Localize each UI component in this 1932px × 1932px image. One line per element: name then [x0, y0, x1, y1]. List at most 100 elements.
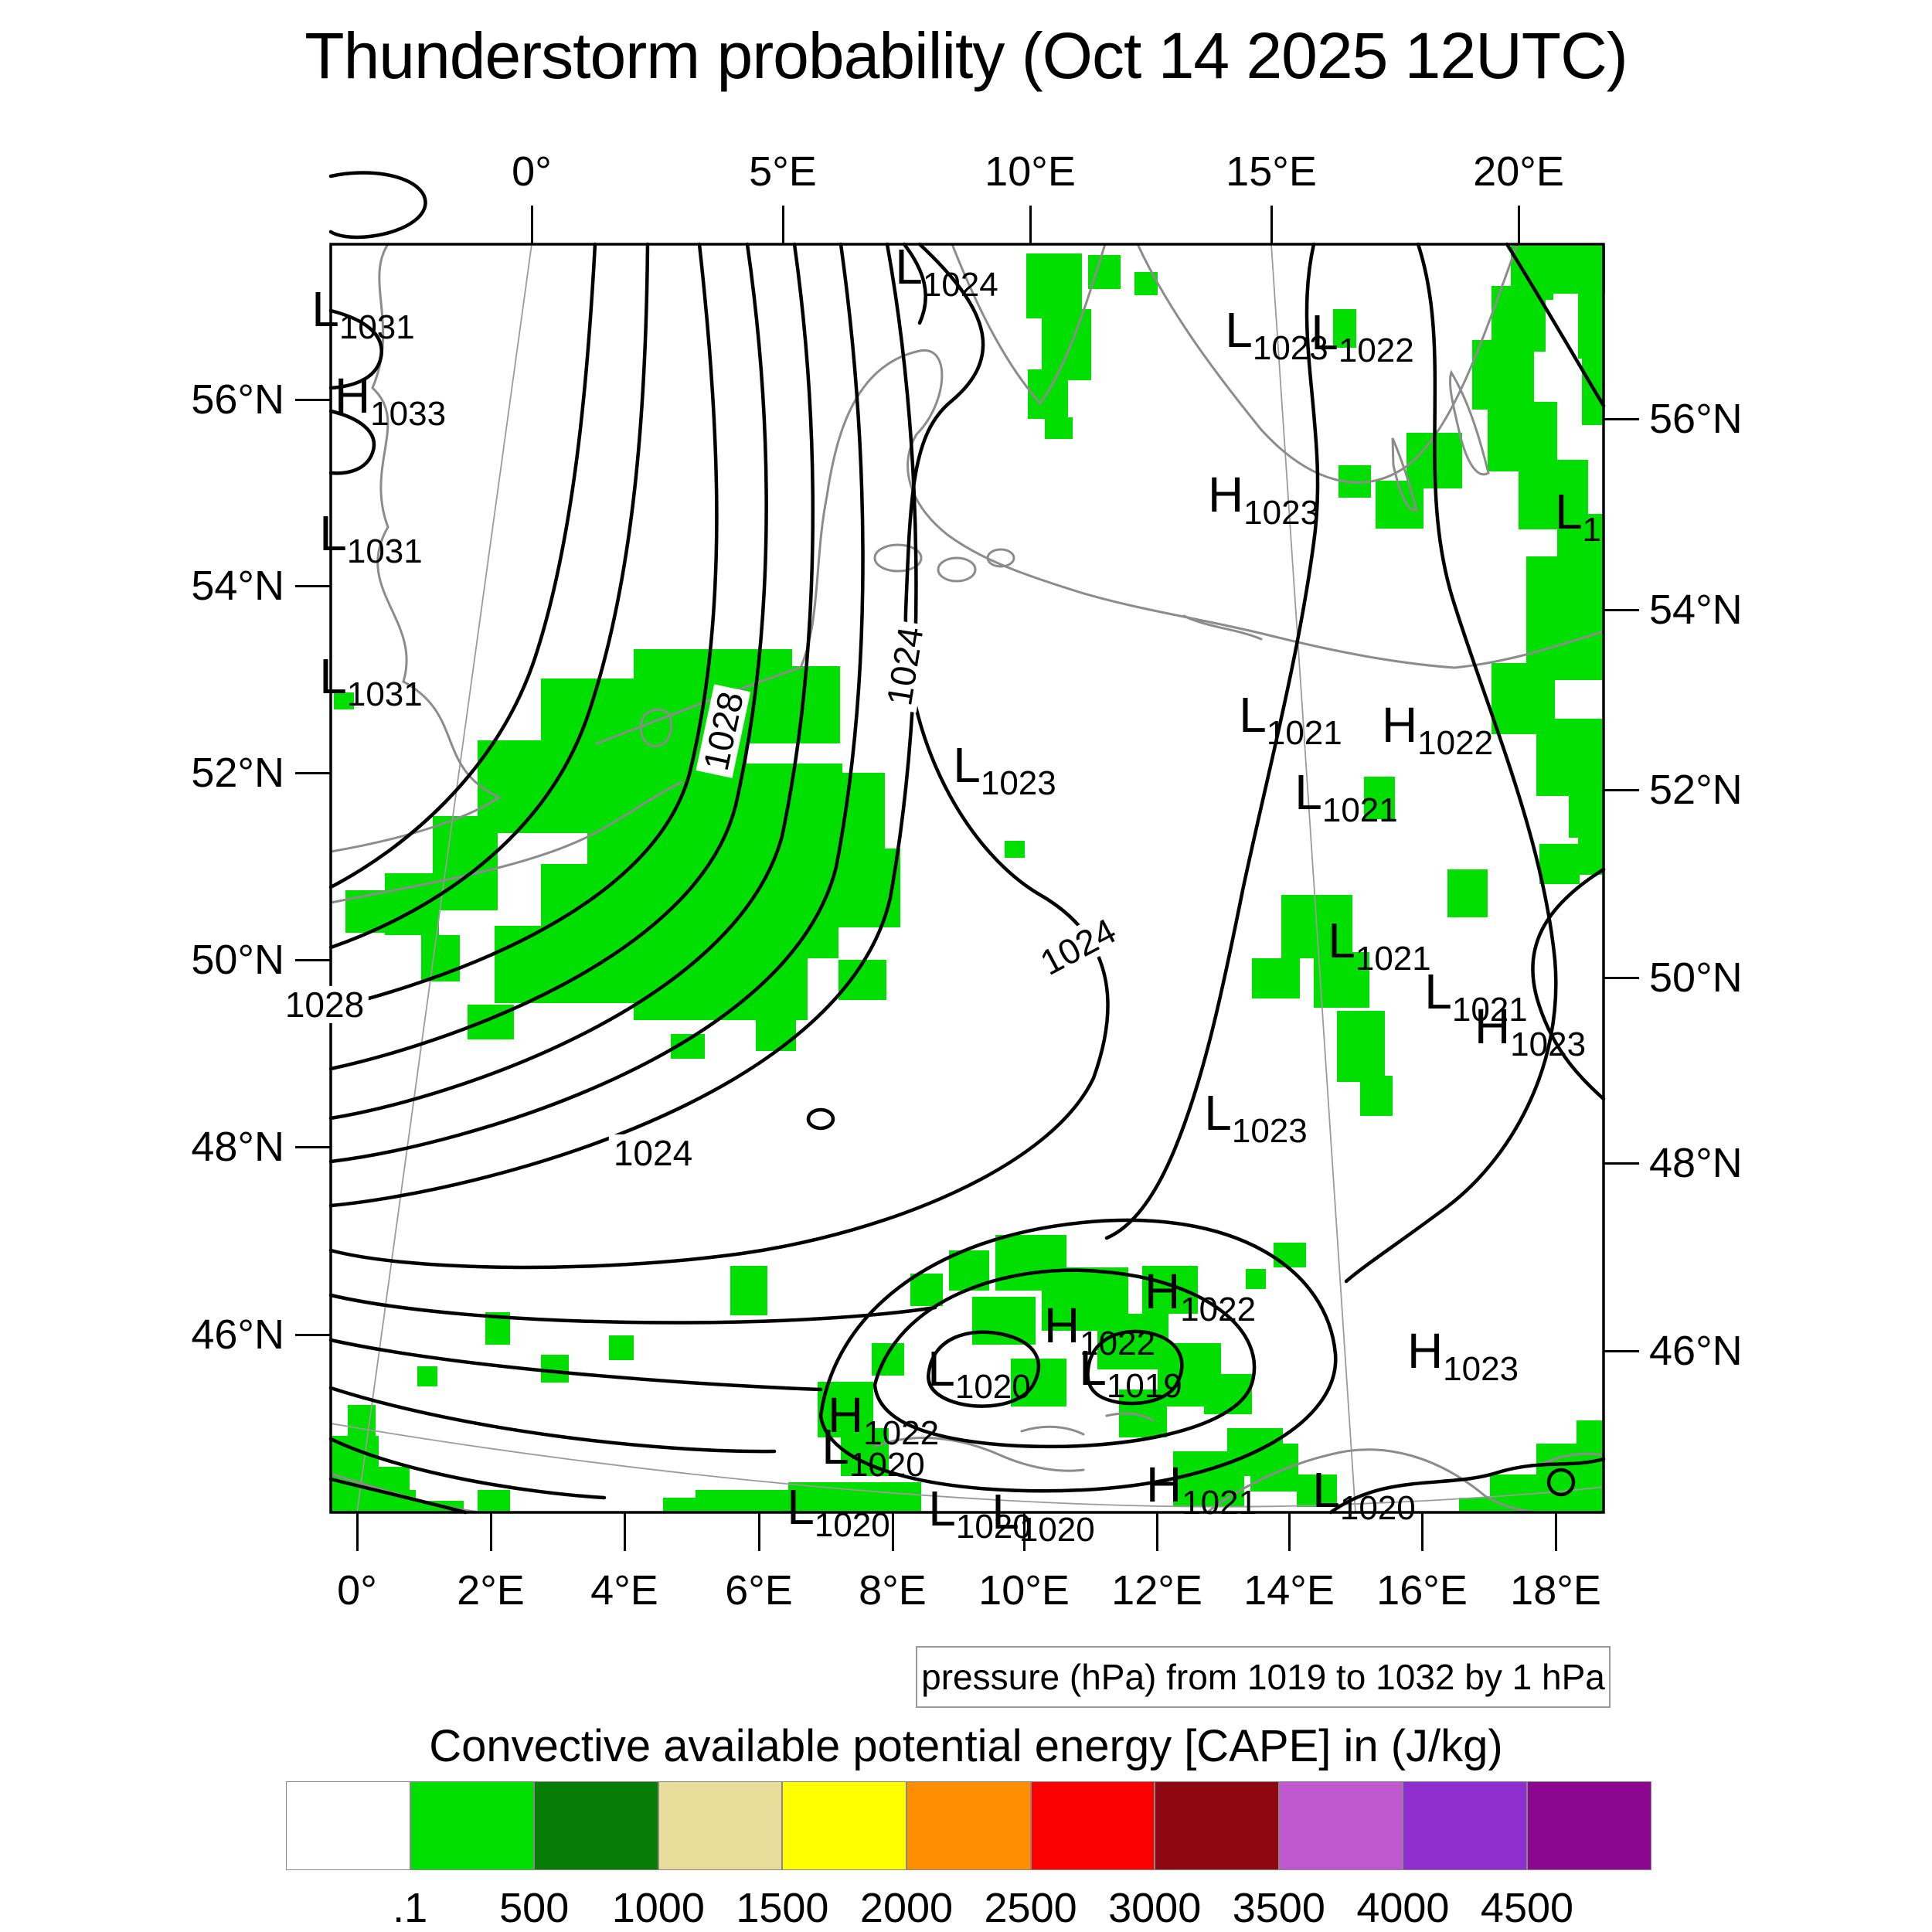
pressure-center-value: 1023 [1231, 1112, 1308, 1150]
colorbar-cell [782, 1781, 906, 1870]
pressure-center-label: L1021 [1239, 687, 1342, 750]
cape-patch [838, 960, 886, 1000]
pressure-center-letter: L [1204, 1085, 1232, 1141]
pressure-center-letter: H [1144, 1264, 1181, 1319]
pressure-center-value: 1020 [849, 1446, 925, 1484]
cape-patch [1005, 841, 1025, 858]
bottom-axis-tick [1555, 1512, 1557, 1551]
left-axis-tick [295, 959, 331, 961]
page-title: Thunderstorm probability (Oct 14 2025 12… [304, 19, 1628, 92]
cape-patch [1097, 1314, 1168, 1369]
top-axis-label: 15°E [1226, 148, 1317, 195]
cape-patch [696, 1490, 790, 1512]
pressure-center-value: 1019 [1106, 1367, 1182, 1405]
cape-patch [1274, 1243, 1306, 1267]
right-axis-tick [1604, 789, 1639, 791]
top-axis-label: 20°E [1473, 148, 1564, 195]
contour-value-label: 1024 [608, 1134, 698, 1172]
pressure-center-label: L1031 [311, 284, 414, 345]
pressure-center-label: L1020 [927, 1341, 1030, 1404]
colorbar-tick-label: 500 [499, 1885, 570, 1931]
pressure-center-letter: H [827, 1387, 864, 1443]
left-axis-label: 50°N [191, 937, 284, 983]
pressure-center-letter: L [1239, 687, 1267, 743]
colorbar-tick-label: 1500 [736, 1885, 829, 1931]
bottom-axis-tick [1156, 1512, 1158, 1551]
cape-patch [541, 1355, 569, 1383]
colorbar-tick-label: 1000 [611, 1885, 705, 1931]
cape-shading-layer [331, 246, 1605, 1512]
pressure-center-letter: L [319, 505, 347, 561]
cape-patch [730, 1266, 767, 1315]
pressure-center-value: 1021 [1182, 1484, 1258, 1522]
left-axis-tick [295, 1146, 331, 1148]
colorbar-cell [906, 1781, 1031, 1870]
cape-patch [331, 1490, 416, 1512]
colorbar-cell [1155, 1781, 1279, 1870]
top-axis-tick [531, 206, 533, 244]
pressure-center-letter: L [927, 1341, 955, 1396]
pressure-center-label: H1033 [334, 368, 446, 431]
bottom-axis-label: 18°E [1510, 1567, 1601, 1614]
bottom-axis-tick [490, 1512, 492, 1551]
pressure-center-value: 1022 [1080, 1325, 1156, 1362]
colorbar-title: Convective available potential energy [C… [429, 1721, 1503, 1771]
pressure-center-letter: H [1406, 1323, 1444, 1379]
pressure-center-value: 1031 [338, 308, 415, 346]
pressure-center-letter: L [895, 239, 923, 294]
cape-patch [788, 1482, 921, 1512]
colorbar-tick-label: .1 [393, 1885, 428, 1931]
left-axis-label: 56°N [191, 376, 284, 423]
pressure-center-letter: L [821, 1419, 849, 1475]
top-axis-tick [782, 206, 784, 244]
cape-patch [1360, 1076, 1393, 1116]
pressure-center-label: H1022 [827, 1387, 939, 1451]
colorbar-cell [534, 1781, 658, 1870]
bottom-axis-label: 8°E [859, 1567, 927, 1614]
pressure-center-letter: H [1381, 697, 1418, 753]
pressure-center-letter: L [787, 1479, 815, 1535]
bottom-axis-label: 4°E [590, 1567, 658, 1614]
pressure-center-value: 1021 [1355, 940, 1431, 978]
cape-patch [1314, 952, 1369, 1008]
pressure-center-label: H1023 [1406, 1323, 1519, 1386]
pressure-center-letter: L [1328, 913, 1355, 968]
right-axis-tick [1604, 1162, 1639, 1165]
cape-patch [417, 1366, 437, 1386]
cape-patch [1539, 844, 1580, 884]
cape-patch [1252, 958, 1300, 998]
pressure-center-letter: H [334, 368, 371, 423]
cape-patch [1578, 821, 1604, 875]
pressure-center-value: 1022 [1338, 332, 1414, 369]
cape-patch [1546, 246, 1605, 294]
bottom-axis-label: 14°E [1243, 1567, 1335, 1614]
colorbar-tick-label: 4500 [1480, 1885, 1574, 1931]
pressure-center-value: 1022 [1180, 1291, 1257, 1328]
pressure-center-letter: L [1554, 484, 1583, 539]
pressure-center-label: L1 [1554, 484, 1601, 547]
pressure-center-value: 1023 [980, 764, 1056, 802]
top-axis-label: 5°E [749, 148, 817, 195]
cape-patch [635, 821, 655, 838]
cape-patch [1042, 309, 1091, 380]
pressure-center-value: 1023 [1510, 1026, 1587, 1063]
bottom-axis-label: 12°E [1111, 1567, 1202, 1614]
right-axis-label: 46°N [1649, 1328, 1743, 1374]
top-axis-tick [1518, 206, 1520, 244]
pressure-center-label: L1031 [319, 651, 422, 712]
cape-patch [1577, 1420, 1604, 1453]
cape-patch [1028, 369, 1068, 419]
colorbar-cell [1278, 1781, 1403, 1870]
pressure-center-letter: L [1424, 964, 1452, 1019]
cape-patch [634, 949, 808, 1020]
pressure-center-label: L1021 [1328, 913, 1430, 976]
left-axis-tick [295, 399, 331, 401]
cape-patch [433, 816, 498, 910]
cape-patch [1536, 719, 1602, 796]
bottom-axis-tick [1288, 1512, 1291, 1551]
right-axis-label: 52°N [1649, 767, 1743, 813]
pressure-center-letter: H [1043, 1298, 1080, 1353]
right-axis-tick [1604, 418, 1639, 420]
cape-patch [609, 1335, 634, 1360]
cape-patch [872, 1343, 904, 1376]
